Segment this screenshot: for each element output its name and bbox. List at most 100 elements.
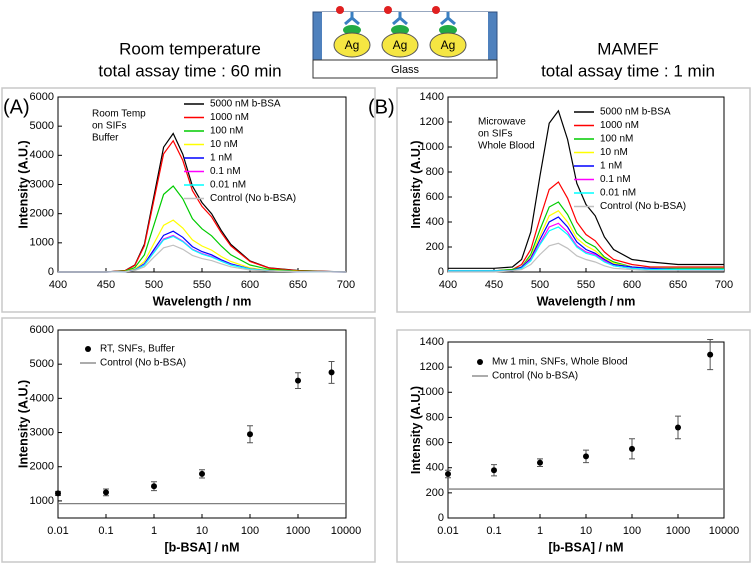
data-point (629, 445, 635, 452)
left-title: Room temperature (119, 39, 261, 58)
spectrum-line (448, 210, 724, 272)
x-tick-label: 100 (241, 525, 259, 537)
x-tick-label: 10 (580, 525, 592, 537)
spectrum-line (448, 201, 724, 272)
x-tick-label: 0.1 (98, 525, 113, 537)
y-tick-label: 3000 (30, 178, 54, 190)
y-tick-label: 3000 (30, 426, 54, 438)
legend-label: 1000 nM (600, 120, 639, 131)
y-tick-label: 600 (426, 191, 444, 203)
data-point (537, 459, 543, 466)
y-tick-label: 1200 (420, 116, 444, 128)
annotation: on SIFs (92, 121, 126, 132)
x-tick-label: 0.01 (47, 525, 68, 537)
y-tick-label: 200 (426, 241, 444, 253)
x-tick-label: 500 (531, 279, 549, 291)
x-tick-label: 10000 (709, 525, 740, 537)
panel-label: (A) (3, 96, 30, 118)
annotation: Room Temp (92, 109, 146, 120)
x-tick-label: 600 (241, 279, 259, 291)
x-tick-label: 0.1 (486, 525, 501, 537)
x-tick-label: 650 (669, 279, 687, 291)
annotation: Whole Blood (478, 141, 535, 152)
panel-border (1, 317, 376, 563)
substrate-label: Glass (391, 64, 420, 76)
data-point (707, 351, 714, 358)
legend-label: 10 nM (600, 147, 628, 158)
legend-label: 100 nM (210, 126, 243, 137)
y-tick-label: 1000 (420, 386, 444, 398)
x-tick-label: 1 (151, 525, 157, 537)
legend-label: 1 nM (210, 153, 232, 164)
spectrum-line (448, 226, 724, 272)
spectrum-line (58, 244, 347, 273)
x-axis-label: Wavelength / nm (537, 294, 636, 308)
y-axis-label: Intensity (A.U.) (16, 380, 30, 468)
y-tick-label: 1000 (30, 237, 54, 249)
data-point (151, 483, 157, 490)
y-axis-label: Intensity (A.U.) (16, 140, 30, 228)
data-point (328, 369, 335, 376)
legend-label: Control (No b-BSA) (100, 358, 186, 369)
y-tick-label: 1000 (30, 495, 54, 507)
y-tick-label: 400 (426, 216, 444, 228)
data-point (55, 490, 61, 497)
spectrum-line (58, 219, 347, 273)
legend-label: Control (No b-BSA) (600, 201, 686, 212)
x-tick-label: 10000 (331, 525, 362, 537)
y-tick-label: 0 (48, 266, 54, 278)
y-tick-label: 1000 (420, 141, 444, 153)
spectrum-line (58, 185, 347, 273)
x-tick-label: 650 (289, 279, 307, 291)
y-axis-label: Intensity (A.U.) (409, 140, 423, 228)
y-axis-label: Intensity (A.U.) (409, 386, 423, 474)
data-point (199, 470, 205, 477)
spectrum-line (448, 216, 724, 272)
y-tick-label: 5000 (30, 120, 54, 132)
x-tick-label: 450 (485, 279, 503, 291)
assay-diagram (312, 6, 498, 79)
y-tick-label: 1400 (420, 91, 444, 103)
legend-label: Control (No b-BSA) (492, 371, 578, 382)
x-tick-label: 550 (577, 279, 595, 291)
annotation: Microwave (478, 117, 526, 128)
x-tick-label: 700 (337, 279, 355, 291)
data-point (491, 467, 497, 474)
panel-border (396, 329, 751, 563)
x-tick-label: 500 (145, 279, 163, 291)
annotation: Buffer (92, 133, 119, 144)
spectrum-line (448, 242, 724, 273)
spectrum-line (58, 139, 347, 273)
x-tick-label: 700 (715, 279, 733, 291)
panel-label: (B) (368, 96, 395, 118)
annotation: on SIFs (478, 129, 512, 140)
legend-label: 1 nM (600, 161, 622, 172)
legend-label: 100 nM (600, 134, 633, 145)
legend-label: 0.1 nM (210, 166, 241, 177)
data-point (675, 424, 681, 431)
y-tick-label: 0 (438, 266, 444, 278)
y-tick-label: 2000 (30, 208, 54, 220)
x-tick-label: 10 (196, 525, 208, 537)
x-axis-label: [b-BSA] / nM (165, 540, 240, 554)
data-point (445, 471, 451, 477)
legend-swatch (85, 346, 91, 352)
legend-label: 1000 nM (210, 112, 249, 123)
x-tick-label: 550 (193, 279, 211, 291)
legend-label: 0.1 nM (600, 174, 631, 185)
y-tick-label: 200 (426, 487, 444, 499)
data-point (247, 431, 253, 438)
plot-frame (447, 341, 725, 519)
left-subtitle: total assay time : 60 min (98, 61, 281, 80)
y-tick-label: 0 (438, 512, 444, 524)
legend-label: 5000 nM b-BSA (210, 99, 281, 110)
y-tick-label: 4000 (30, 149, 54, 161)
spectrum-line (448, 181, 724, 272)
legend-label: 0.01 nM (600, 188, 636, 199)
y-tick-label: 6000 (30, 91, 54, 103)
panel-border (396, 87, 751, 313)
panel-border (1, 87, 376, 313)
x-tick-label: 600 (623, 279, 641, 291)
y-tick-label: 2000 (30, 461, 54, 473)
